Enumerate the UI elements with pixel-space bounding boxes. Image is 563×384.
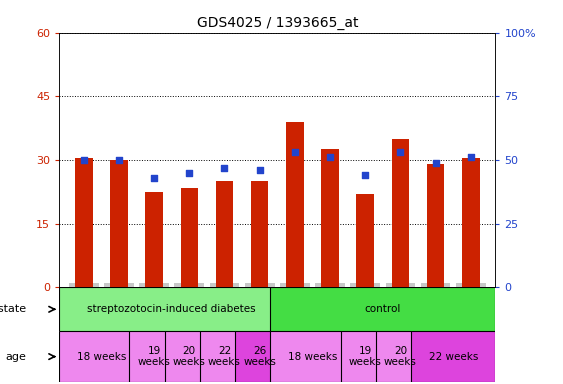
Bar [110,160,128,288]
Point [185,170,194,176]
Point [396,149,405,156]
Bar [427,164,444,288]
Bar [392,139,409,288]
Bar [321,149,339,288]
Text: 19
weeks: 19 weeks [349,346,382,367]
Point [291,149,300,156]
Text: 20
weeks: 20 weeks [384,346,417,367]
Point [255,167,264,173]
Point [150,175,159,181]
Bar [286,122,303,288]
Text: age: age [6,352,26,362]
Bar [251,181,269,288]
Text: 19
weeks: 19 weeks [138,346,171,367]
Bar [181,188,198,288]
Text: streptozotocin-induced diabetes: streptozotocin-induced diabetes [87,304,256,314]
Bar [75,158,92,288]
Bar [145,192,163,288]
Bar [356,194,374,288]
Point [431,159,440,166]
Bar [59,288,284,331]
Bar [165,331,214,382]
Point [220,165,229,171]
Text: 20
weeks: 20 weeks [173,346,205,367]
Point [325,154,334,161]
Point [466,154,475,161]
Bar [376,331,425,382]
Bar [200,331,249,382]
Text: 22
weeks: 22 weeks [208,346,241,367]
Text: 22 weeks: 22 weeks [428,352,478,362]
Bar [129,331,179,382]
Text: 26
weeks: 26 weeks [243,346,276,367]
Bar [59,331,144,382]
Point [361,172,370,179]
Title: GDS4025 / 1393665_at: GDS4025 / 1393665_at [196,16,358,30]
Bar [411,331,495,382]
Text: 18 weeks: 18 weeks [77,352,126,362]
Bar [235,331,284,382]
Point [79,157,88,163]
Bar [270,288,495,331]
Point [114,157,123,163]
Bar [270,331,355,382]
Bar [216,181,233,288]
Bar [462,158,480,288]
Text: disease state: disease state [0,304,26,314]
Bar [341,331,390,382]
Text: 18 weeks: 18 weeks [288,352,337,362]
Text: control: control [365,304,401,314]
